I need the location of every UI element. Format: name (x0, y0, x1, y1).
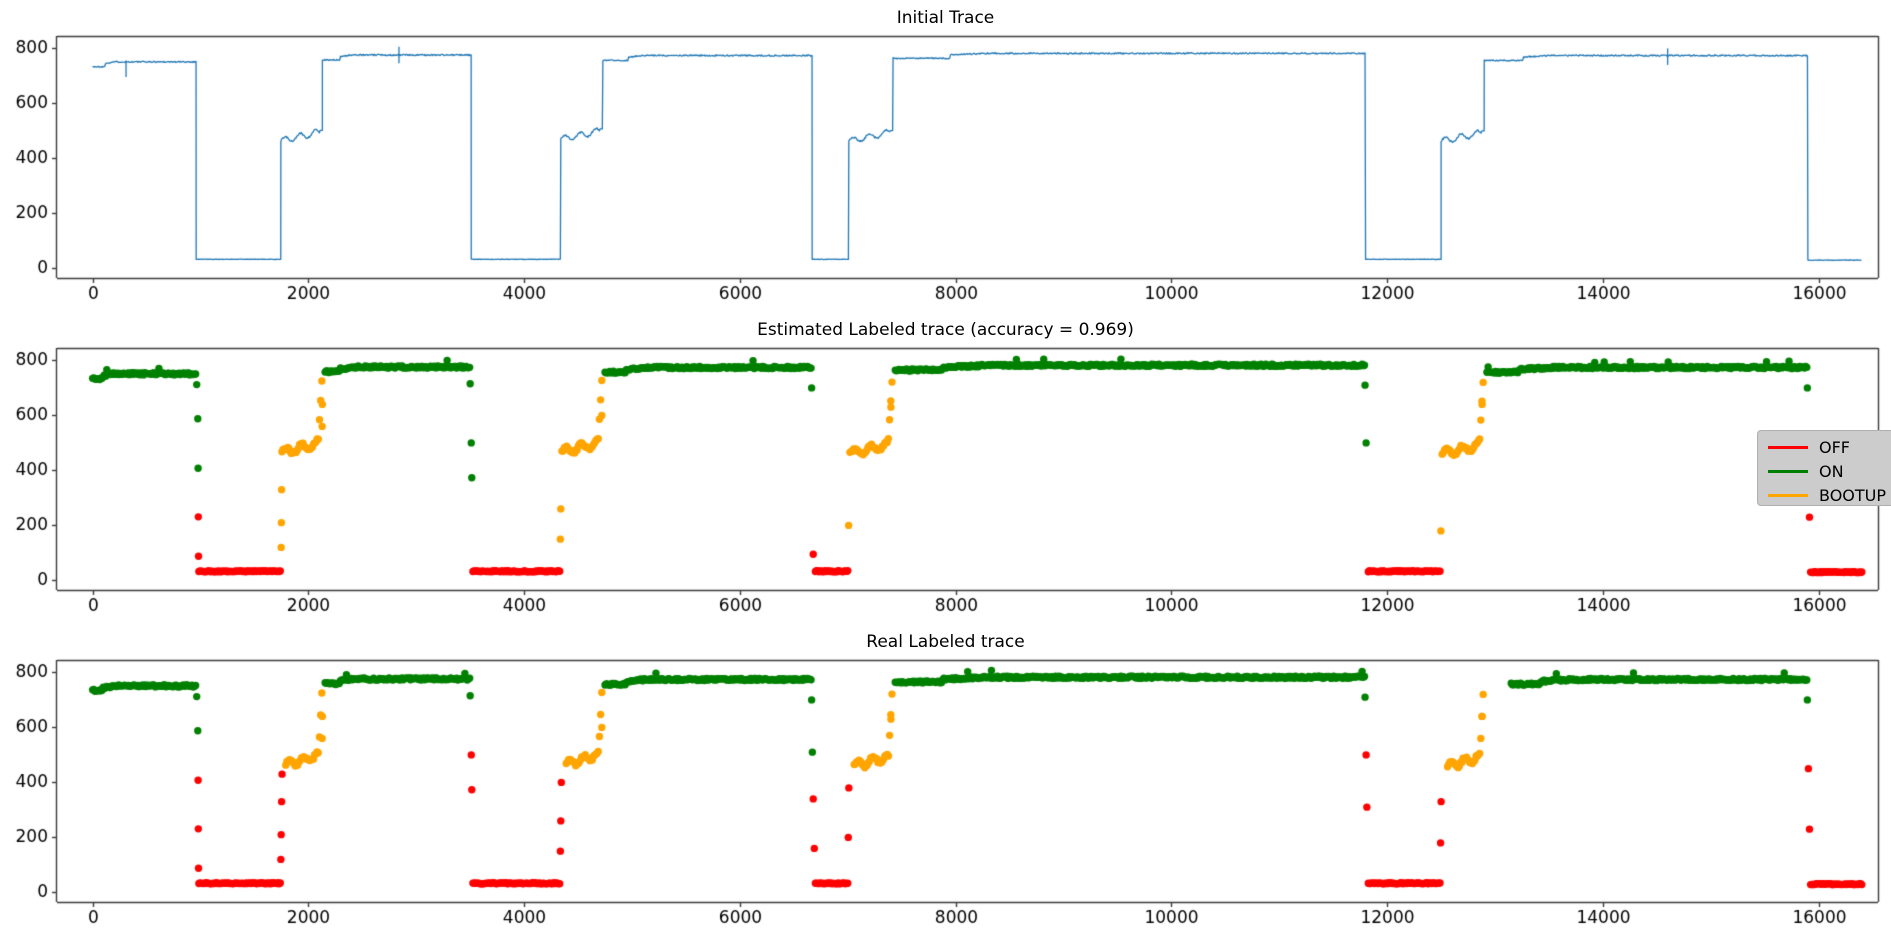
legend-item-on[interactable]: ON (1768, 463, 1886, 480)
legend-item-bootup[interactable]: BOOTUP (1768, 487, 1886, 504)
legend-label-on: ON (1819, 462, 1844, 481)
legend[interactable]: OFF ON BOOTUP (1757, 430, 1891, 506)
legend-swatch-on (1768, 470, 1808, 473)
legend-item-off[interactable]: OFF (1768, 439, 1886, 456)
legend-label-bootup: BOOTUP (1819, 486, 1887, 505)
legend-swatch-bootup (1768, 494, 1808, 497)
legend-label-off: OFF (1819, 438, 1850, 457)
legend-swatch-off (1768, 446, 1808, 449)
